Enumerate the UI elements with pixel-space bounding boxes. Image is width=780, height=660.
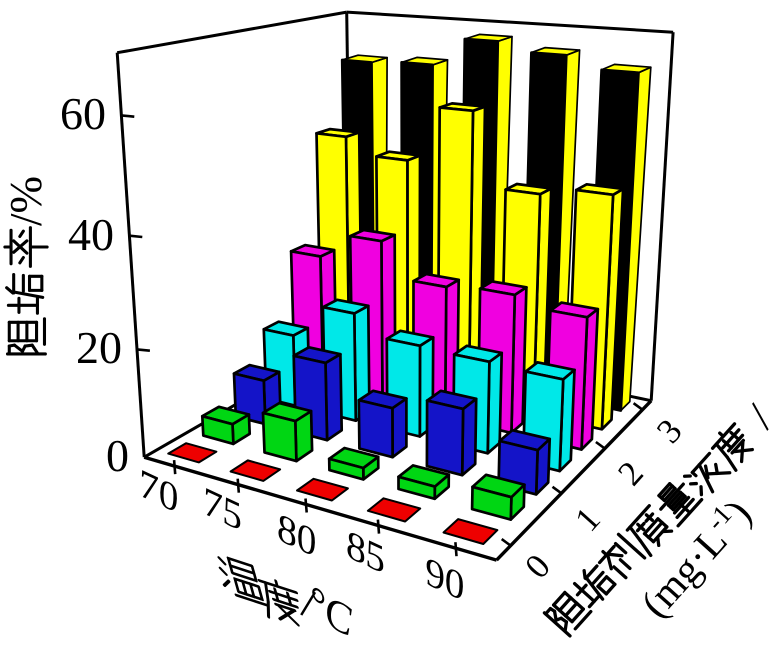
svg-text:/: / [299,572,316,633]
svg-text:/%: /% [1,176,51,226]
svg-text:0: 0 [106,430,129,481]
svg-text:40: 40 [68,209,114,260]
svg-text:60: 60 [60,88,106,139]
svg-text:20: 20 [76,322,122,373]
